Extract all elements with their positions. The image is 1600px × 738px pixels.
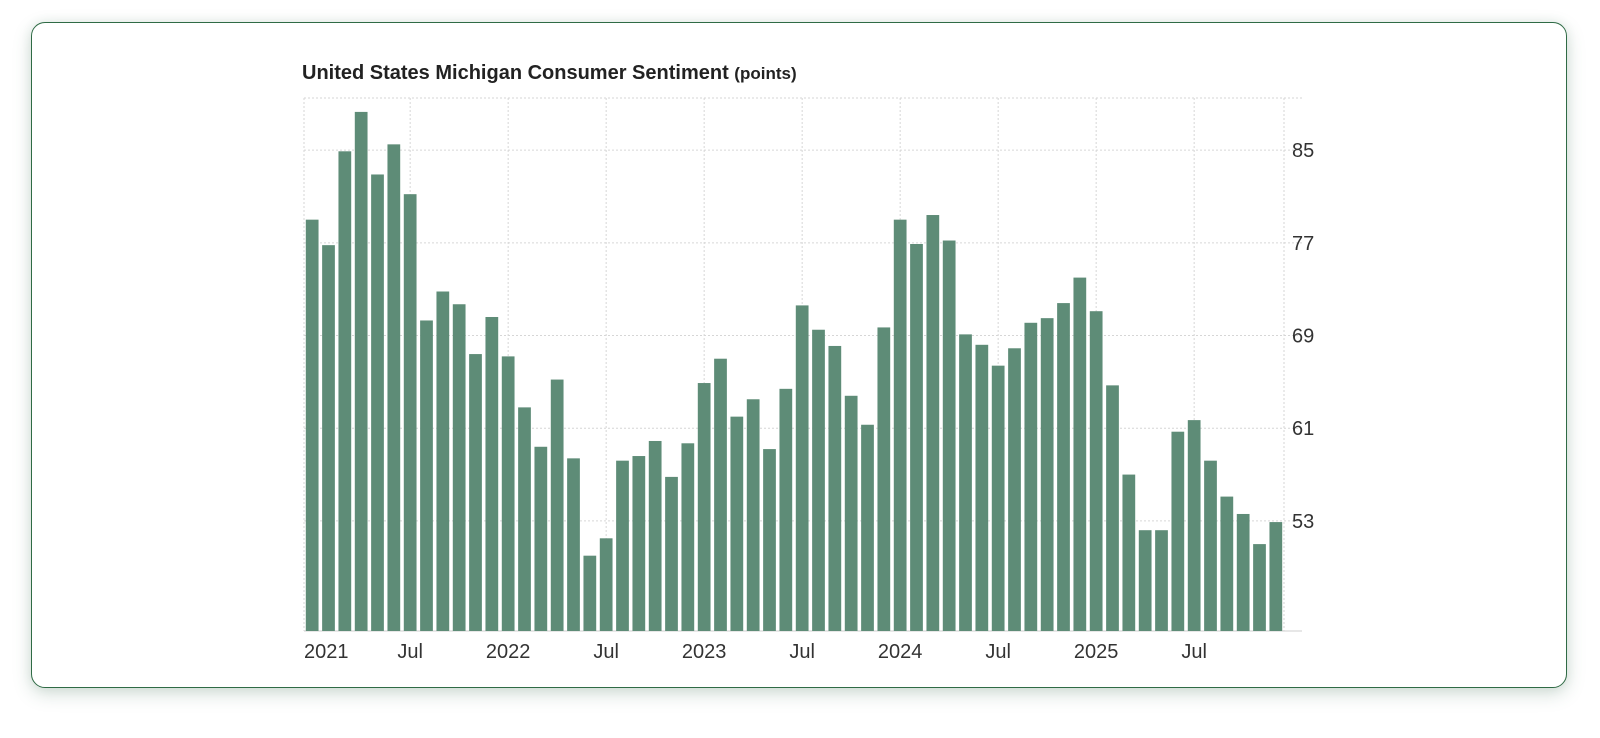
bar <box>452 304 466 631</box>
bar <box>1236 513 1250 631</box>
bar <box>795 305 809 631</box>
bar <box>387 144 401 631</box>
bar <box>1204 460 1217 631</box>
bar <box>779 388 793 631</box>
bar <box>1122 474 1136 631</box>
bar <box>534 446 548 631</box>
bar <box>665 476 678 631</box>
bar <box>1008 348 1021 631</box>
x-tick-label: Jul <box>789 641 815 663</box>
bar <box>583 555 597 631</box>
x-tick-label: Jul <box>985 641 1011 663</box>
bar <box>1269 522 1283 631</box>
bar <box>420 320 433 631</box>
bar <box>730 416 744 631</box>
bar <box>354 111 368 631</box>
bar <box>844 395 858 631</box>
x-tick-label: 2023 <box>682 641 727 663</box>
bar <box>975 344 989 631</box>
bar <box>1106 385 1119 631</box>
bar <box>305 219 319 632</box>
bar <box>648 440 662 631</box>
x-tick-label: 2022 <box>486 641 531 663</box>
y-tick-label: 53 <box>1292 511 1314 533</box>
y-tick-label: 69 <box>1292 326 1314 348</box>
bar <box>469 354 482 631</box>
bar <box>1073 277 1087 631</box>
bar <box>828 345 842 631</box>
bar <box>812 329 825 631</box>
bar <box>763 449 776 631</box>
bar <box>436 291 450 631</box>
bars <box>305 111 1283 632</box>
bar <box>567 458 580 631</box>
bar <box>1138 530 1152 631</box>
bar <box>877 327 891 631</box>
bar <box>1155 530 1168 631</box>
bar <box>632 456 646 631</box>
chart-units: (points) <box>734 64 797 83</box>
bar <box>1187 420 1201 631</box>
bar <box>1220 496 1234 631</box>
x-tick-label: Jul <box>1181 641 1207 663</box>
bar <box>1040 318 1054 631</box>
bar <box>1089 311 1103 631</box>
bar <box>518 407 531 631</box>
y-tick-label: 77 <box>1292 233 1314 255</box>
bar <box>991 365 1005 631</box>
bar <box>1024 322 1038 631</box>
bar <box>697 383 711 631</box>
x-tick-label: Jul <box>593 641 619 663</box>
x-tick-label: Jul <box>397 641 423 663</box>
bar <box>926 215 940 631</box>
bar <box>338 151 352 632</box>
bar <box>322 245 335 631</box>
bar <box>861 424 874 631</box>
bar <box>550 379 564 631</box>
bar <box>485 316 499 631</box>
y-tick-label: 85 <box>1292 140 1314 162</box>
x-tick-label: 2021 <box>304 641 349 663</box>
bar <box>1057 303 1070 631</box>
bar <box>599 538 613 631</box>
bar <box>403 194 417 631</box>
chart-title: United States Michigan Consumer Sentimen… <box>302 62 797 85</box>
bar <box>746 399 760 631</box>
bar <box>714 358 727 631</box>
bar <box>942 240 956 631</box>
x-tick-label: 2024 <box>878 641 923 663</box>
bar <box>893 219 907 632</box>
x-tick-label: 2025 <box>1074 641 1119 663</box>
bar <box>501 356 515 631</box>
bar <box>910 243 923 631</box>
bar <box>1253 544 1266 631</box>
bar <box>959 334 972 631</box>
chart-title-text: United States Michigan Consumer Sentimen… <box>302 62 729 84</box>
bar <box>616 460 629 631</box>
bar <box>681 443 695 631</box>
axis-labels: 53 61 69 77 85 2021 Jul 2022 Jul 2023 Jul 2024 Jul 20… <box>304 140 1314 663</box>
y-tick-label: 61 <box>1292 418 1314 440</box>
bar <box>371 174 384 631</box>
bar <box>1171 431 1185 631</box>
